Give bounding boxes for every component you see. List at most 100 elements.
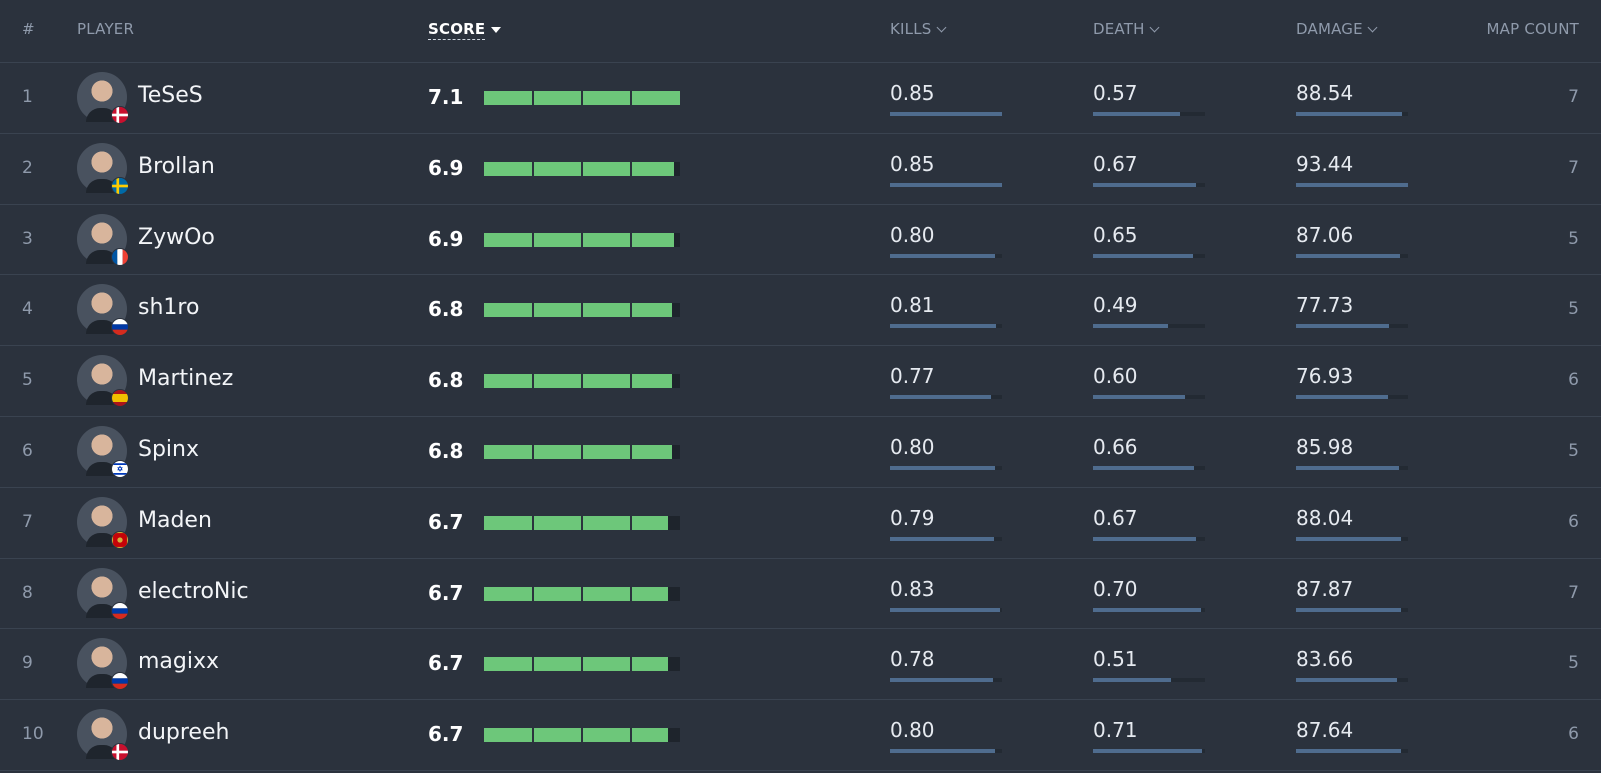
kills-bar-fill (890, 324, 997, 329)
damage-bar (1296, 678, 1408, 683)
damage-bar-fill (1296, 324, 1389, 329)
damage-header-label: DAMAGE (1296, 20, 1363, 38)
player-name-link[interactable]: Brollan (138, 153, 215, 179)
avatar[interactable] (77, 567, 129, 620)
score-bar-separator (581, 444, 583, 459)
avatar[interactable] (77, 72, 129, 124)
damage-bar-fill (1296, 607, 1402, 612)
score-bar-separator (581, 586, 583, 601)
kills-cell: 0.83 (890, 577, 1002, 612)
score-value: 6.9 (428, 155, 464, 180)
avatar[interactable] (77, 425, 129, 478)
score-value: 6.8 (428, 368, 464, 393)
kills-cell: 0.79 (890, 505, 1002, 541)
score-bar (484, 657, 680, 672)
kills-value: 0.80 (890, 222, 935, 247)
player-name-link[interactable]: Spinx (138, 436, 200, 462)
kills-cell: 0.85 (890, 81, 1002, 116)
table-row[interactable]: 1 TeSeS 7.1 0.85 0.57 88.54 7 (0, 63, 1601, 134)
player-name-link[interactable]: electroNic (138, 578, 249, 604)
score-bar-fill (484, 374, 673, 389)
table-row[interactable]: 8 electroNic 6.7 0.83 0.70 87.87 7 (0, 559, 1601, 630)
avatar-shirt (86, 108, 118, 122)
table-row[interactable]: 2 Brollan 6.9 0.85 0.67 93.44 7 (0, 134, 1601, 205)
map-count-value: 7 (1568, 582, 1579, 603)
death-value: 0.67 (1093, 505, 1138, 530)
kills-cell: 0.80 (890, 222, 1002, 258)
montenegro-flag-icon (111, 530, 129, 549)
player-name-link[interactable]: ZywOo (138, 224, 215, 250)
death-bar (1093, 536, 1205, 541)
damage-value: 83.66 (1296, 647, 1354, 672)
death-cell: 0.60 (1093, 364, 1205, 400)
table-row[interactable]: 4 sh1ro 6.8 0.81 0.49 77.73 5 (0, 275, 1601, 347)
avatar-shirt (86, 603, 118, 618)
kills-bar-fill (890, 749, 996, 754)
map-count-value: 7 (1568, 157, 1579, 178)
avatar[interactable] (77, 142, 129, 195)
avatar[interactable] (77, 496, 129, 549)
avatar-shirt (86, 391, 118, 406)
player-name-link[interactable]: TeSeS (138, 83, 203, 108)
kills-value: 0.79 (890, 505, 935, 530)
damage-cell: 76.93 (1296, 364, 1408, 400)
table-row[interactable]: 3 ZywOo 6.9 0.80 0.65 87.06 5 (0, 205, 1601, 276)
chevron-down-icon (1149, 22, 1160, 33)
damage-value: 87.87 (1296, 576, 1354, 601)
death-cell: 0.67 (1093, 505, 1205, 541)
rank-cell: 6 (22, 440, 33, 461)
table-row[interactable]: 10 dupreeh 6.7 0.80 0.71 87.64 6 (0, 700, 1601, 771)
kills-sort-header[interactable]: KILLS (890, 20, 946, 38)
player-name-link[interactable]: Maden (138, 507, 212, 533)
player-name-link[interactable]: dupreeh (138, 720, 230, 746)
death-bar-fill (1093, 324, 1169, 329)
table-row[interactable]: 7 Maden 6.7 0.79 0.67 88.04 6 (0, 488, 1601, 559)
denmark-flag-icon (111, 106, 129, 124)
score-bar-separator (581, 232, 583, 247)
death-value: 0.60 (1093, 364, 1138, 389)
table-row[interactable]: 9 magixx 6.7 0.78 0.51 83.66 5 (0, 629, 1601, 701)
death-bar (1093, 678, 1205, 683)
kills-cell: 0.77 (890, 364, 1002, 400)
damage-sort-header[interactable]: DAMAGE (1296, 20, 1378, 38)
table-row[interactable]: 5 Martinez 6.8 0.77 0.60 76.93 6 (0, 346, 1601, 417)
score-value: 6.9 (428, 226, 464, 251)
damage-value: 87.64 (1296, 718, 1354, 743)
damage-cell: 93.44 (1296, 152, 1408, 187)
death-cell: 0.67 (1093, 152, 1205, 187)
player-name-link[interactable]: magixx (138, 649, 220, 675)
chevron-down-icon (1367, 22, 1378, 33)
kills-bar (890, 536, 1002, 541)
score-value: 6.8 (428, 297, 464, 322)
rank-cell: 4 (22, 299, 33, 320)
score-bar-separator (532, 444, 534, 459)
score-bar-separator (532, 161, 534, 176)
avatar[interactable] (77, 355, 129, 408)
avatar[interactable] (77, 284, 129, 337)
score-bar-separator (532, 374, 534, 389)
avatar[interactable] (77, 638, 129, 691)
death-cell: 0.71 (1093, 718, 1205, 754)
avatar[interactable] (77, 213, 129, 266)
score-sort-header[interactable]: SCORE (428, 20, 502, 40)
damage-value: 77.73 (1296, 293, 1354, 318)
damage-bar (1296, 182, 1408, 187)
map-count-value: 5 (1568, 440, 1579, 461)
death-bar (1093, 395, 1205, 400)
death-bar-fill (1093, 536, 1197, 541)
sweden-flag-icon (111, 176, 129, 195)
score-bar (484, 161, 680, 176)
rank-cell: 1 (22, 87, 33, 107)
map-count-value: 5 (1568, 299, 1579, 320)
damage-bar-fill (1296, 253, 1401, 258)
player-name-link[interactable]: Martinez (138, 366, 234, 392)
score-bar-separator (630, 303, 632, 318)
death-sort-header[interactable]: DEATH (1093, 20, 1160, 38)
damage-bar-fill (1296, 182, 1408, 187)
death-bar-fill (1093, 182, 1197, 187)
avatar[interactable] (77, 709, 129, 762)
table-row[interactable]: 6 Spinx 6.8 0.80 0.66 85.98 5 (0, 417, 1601, 488)
player-name-link[interactable]: sh1ro (138, 295, 200, 321)
damage-cell: 85.98 (1296, 435, 1408, 470)
